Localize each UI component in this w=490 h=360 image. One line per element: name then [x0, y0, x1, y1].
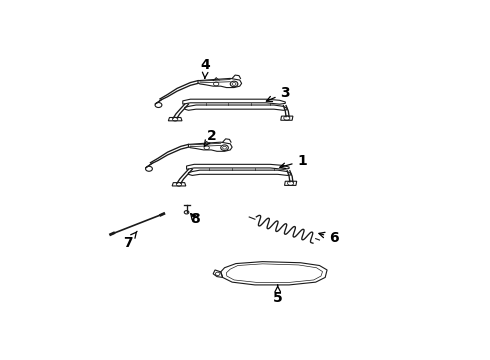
Text: 7: 7	[123, 231, 137, 250]
Text: 2: 2	[204, 129, 216, 146]
Text: 1: 1	[280, 154, 307, 168]
Text: 3: 3	[267, 86, 290, 102]
Text: 4: 4	[201, 58, 210, 78]
Text: 5: 5	[273, 285, 283, 305]
Text: 6: 6	[319, 231, 339, 245]
Text: 8: 8	[191, 212, 200, 226]
